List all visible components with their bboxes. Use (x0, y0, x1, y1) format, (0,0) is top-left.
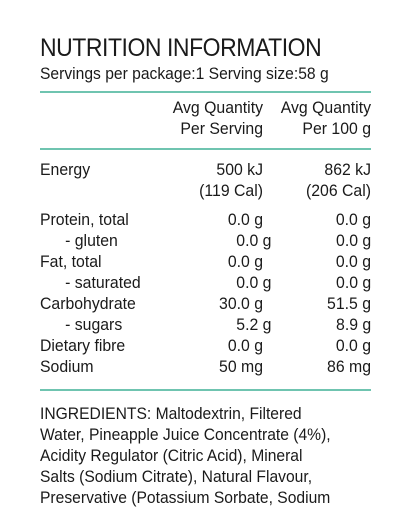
ingredients-line: INGREDIENTS: Maltodextrin, Filtered (40, 404, 302, 423)
per-100g-value: 0.0 g (335, 273, 371, 292)
nutrient-rows: Energy 500 kJ 862 kJ (119 Cal) (206 Cal)… (40, 159, 371, 377)
nutrient-name: Protein, total (40, 210, 129, 229)
per-100g-value: 51.5 g (327, 294, 371, 313)
nutrient-name: Dietary fibre (40, 336, 126, 355)
per-serving-value: 50 mg (219, 357, 263, 376)
servings-info: Servings per package:1 Serving size:58 g (40, 64, 329, 83)
ingredients-line: Salts (Sodium Citrate), Natural Flavour, (40, 467, 313, 486)
per-100g-value: 0.0 g (335, 231, 371, 250)
per-serving-value: 0.0 g (227, 210, 263, 229)
table-row: (119 Cal) (206 Cal) (40, 180, 371, 201)
table-row: Sodium 50 mg 86 mg (40, 356, 371, 377)
per-100g-value: 0.0 g (335, 336, 371, 355)
per-serving-value: 500 kJ (216, 160, 263, 179)
per-100g-value: 86 mg (327, 357, 371, 376)
per-100g-value: 8.9 g (335, 315, 371, 334)
nutrient-name: Fat, total (40, 252, 102, 271)
divider-header (40, 148, 371, 150)
header-per-serving: Avg Quantity Per Serving (158, 97, 263, 139)
per-serving-value: 0.0 g (236, 273, 272, 292)
ingredients-text: INGREDIENTS: Maltodextrin, Filtered Wate… (40, 403, 371, 508)
table-header: Avg Quantity Per Serving Avg Quantity Pe… (40, 97, 371, 139)
table-row: - sugars 5.2 g 8.9 g (40, 314, 371, 335)
ingredients-line: Preservative (Potassium Sorbate, Sodium (40, 488, 331, 507)
nutrient-name (40, 180, 150, 201)
header-spacer (40, 97, 158, 139)
per-100g-value: 0.0 g (335, 210, 371, 229)
nutrient-name: Energy (40, 160, 91, 179)
header-per-serving-line1: Avg Quantity (172, 98, 263, 117)
header-per-100g-line2: Per 100 g (302, 119, 371, 138)
header-per-100g: Avg Quantity Per 100 g (263, 97, 371, 139)
ingredients-line: Water, Pineapple Juice Concentrate (4%), (40, 425, 331, 444)
header-per-serving-line2: Per Serving (180, 119, 263, 138)
header-per-100g-line1: Avg Quantity (280, 98, 371, 117)
nutrient-name: - sugars (65, 315, 123, 334)
table-row: Energy 500 kJ 862 kJ (40, 159, 371, 180)
divider-top (40, 91, 371, 93)
table-row: Fat, total 0.0 g 0.0 g (40, 251, 371, 272)
per-100g-value: 862 kJ (324, 160, 371, 179)
table-row: Protein, total 0.0 g 0.0 g (40, 209, 371, 230)
per-serving-value: 0.0 g (227, 252, 263, 271)
per-serving-value: 0.0 g (236, 231, 272, 250)
table-row: - gluten 0.0 g 0.0 g (40, 230, 371, 251)
divider-bottom (40, 389, 371, 391)
per-serving-value: (119 Cal) (199, 181, 263, 200)
per-serving-value: 0.0 g (227, 336, 263, 355)
table-row: - saturated 0.0 g 0.0 g (40, 272, 371, 293)
nutrient-name: - gluten (65, 231, 118, 250)
per-100g-value: (206 Cal) (305, 181, 371, 200)
per-serving-value: 5.2 g (236, 315, 272, 334)
per-100g-value: 0.0 g (335, 252, 371, 271)
table-row: Carbohydrate 30.0 g 51.5 g (40, 293, 371, 314)
table-row: Dietary fibre 0.0 g 0.0 g (40, 335, 371, 356)
per-serving-value: 30.0 g (219, 294, 263, 313)
nutrition-panel: NUTRITION INFORMATION Servings per packa… (40, 34, 371, 508)
panel-title: NUTRITION INFORMATION (40, 34, 322, 62)
nutrient-name: - saturated (65, 273, 141, 292)
ingredients-line: Acidity Regulator (Citric Acid), Mineral (40, 446, 303, 465)
nutrient-name: Carbohydrate (40, 294, 136, 313)
nutrient-name: Sodium (40, 357, 94, 376)
